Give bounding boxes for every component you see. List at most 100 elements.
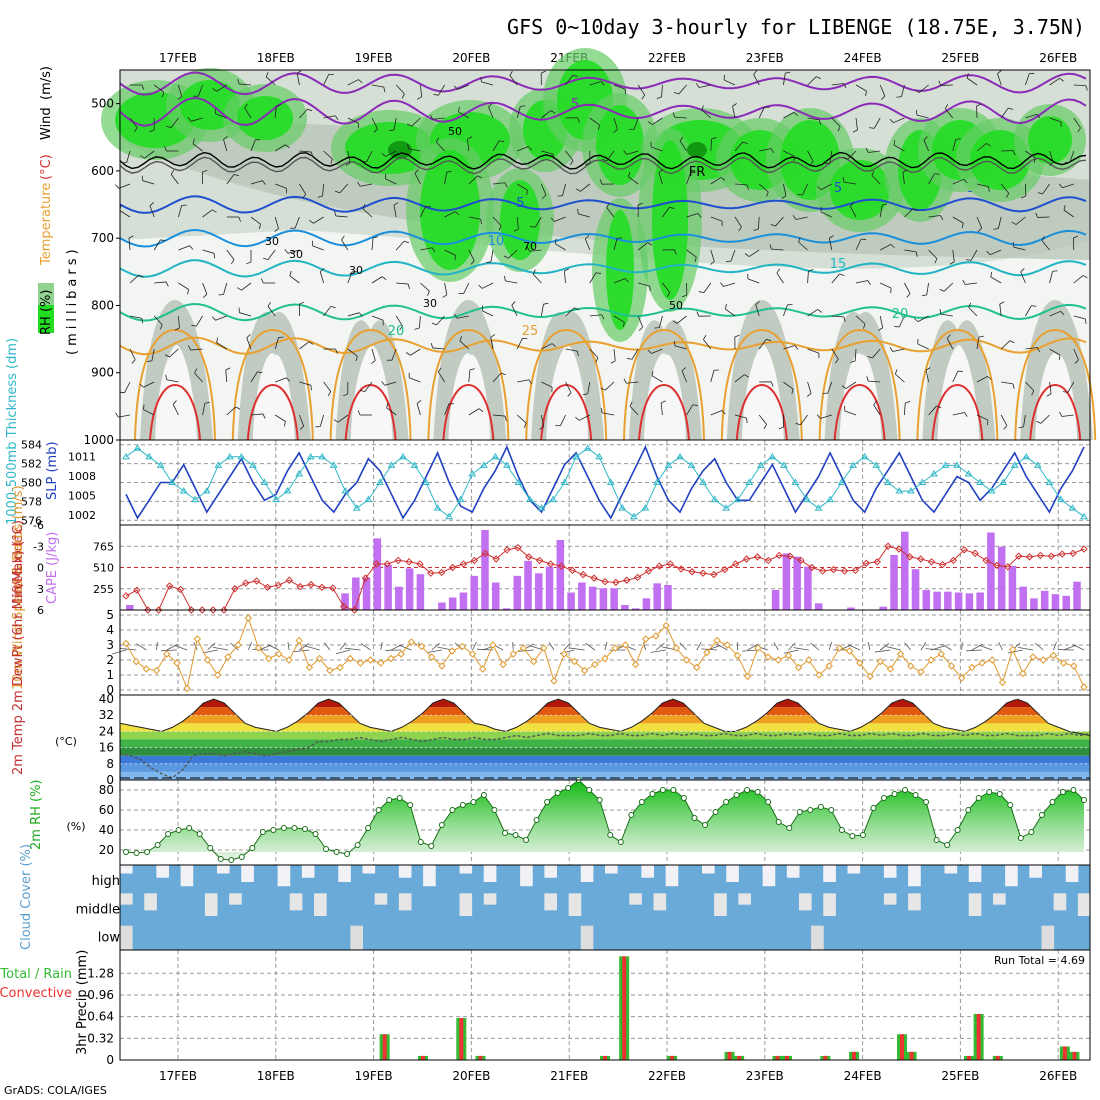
wind-barb <box>997 216 1002 229</box>
wind-barb-feather <box>795 423 801 426</box>
wind-barb <box>299 381 312 386</box>
wind-barb <box>783 304 788 317</box>
wind-barb-feather <box>541 70 546 74</box>
wind-marker <box>723 641 732 649</box>
wind-barb <box>371 117 378 129</box>
wind-barb-feather <box>806 393 812 397</box>
surface-barb <box>398 644 412 651</box>
wind-marker <box>927 656 935 664</box>
cape-bar <box>922 590 931 610</box>
wind-barb <box>241 282 252 291</box>
rh-marker <box>554 790 561 796</box>
wind-barb-feather <box>1063 205 1066 211</box>
wind-barb <box>1000 183 1010 194</box>
thickness-marker <box>1033 461 1042 468</box>
thickness-tick: 578 <box>21 495 42 508</box>
rh-marker <box>533 817 540 823</box>
wind-marker <box>896 650 905 658</box>
wind-barb <box>299 183 307 195</box>
rh-tick: 80 <box>99 783 114 797</box>
rh-marker <box>712 809 719 815</box>
thickness-marker <box>225 452 234 460</box>
wind-barb-feather <box>724 304 727 310</box>
li-marker <box>938 560 947 569</box>
surface-barb <box>212 646 228 651</box>
wind-barb-feather <box>697 213 702 218</box>
thickness-marker <box>445 512 454 520</box>
wind-barb-feather <box>977 227 982 232</box>
wind-barb <box>658 172 663 185</box>
rh-contour-label: 30 <box>423 297 437 310</box>
surface-barb <box>299 643 310 651</box>
wind-barb-feather <box>162 92 165 98</box>
cloud-gap-high <box>120 865 133 874</box>
wind-barb <box>902 172 905 185</box>
cloud-gap-high <box>908 865 921 887</box>
wind-barb <box>216 342 228 350</box>
rh-marker <box>249 845 256 851</box>
thickness-marker <box>214 461 223 468</box>
cape-li-grid <box>120 525 1090 610</box>
cloud-gap-high <box>544 865 557 878</box>
cape-bar <box>642 598 651 610</box>
surface-barb <box>773 642 779 651</box>
wind-barb <box>976 143 987 152</box>
wind-barb <box>686 213 699 218</box>
wind-barb <box>783 112 795 119</box>
wind-barb-feather <box>504 275 506 281</box>
wind-barb <box>541 150 554 155</box>
thickness-marker <box>468 469 477 477</box>
wind-barb <box>153 84 165 93</box>
wind-barb-feather <box>623 150 628 155</box>
wind-barb <box>904 249 917 253</box>
wind-barb-feather <box>192 138 195 144</box>
wind-barb-feather <box>940 215 944 221</box>
li-marker <box>949 556 958 565</box>
wind-barb <box>420 84 423 97</box>
thickness-marker <box>941 461 950 468</box>
wind-barb-feather <box>692 404 698 406</box>
li-marker <box>644 567 653 575</box>
cape-bar <box>524 560 532 610</box>
wind-barb-feather <box>274 228 279 232</box>
rh-marker <box>344 851 351 857</box>
wind-barb-feather <box>407 143 409 149</box>
rh-marker <box>744 787 751 793</box>
surface-barb <box>548 642 555 651</box>
wind-barb-feather <box>430 343 434 349</box>
wind-barb <box>347 348 358 357</box>
cloud-gap-high <box>1065 865 1079 882</box>
wind-barb <box>438 84 445 96</box>
wind-barb-feather <box>1031 390 1035 396</box>
wind-barb <box>855 280 868 284</box>
cloud-gap-high <box>883 865 897 878</box>
surface-barb <box>339 642 347 651</box>
rh-marker <box>891 791 898 797</box>
surface-barb <box>886 646 901 651</box>
surface-barb <box>716 643 728 651</box>
wind-barb <box>395 84 405 95</box>
surface-barb <box>904 642 912 651</box>
wind-barb <box>1000 107 1009 119</box>
wind-barb <box>783 345 795 350</box>
thickness-marker <box>514 478 523 485</box>
wind-barb <box>323 381 332 392</box>
slp-tick: 1005 <box>68 490 96 503</box>
thickness-marker <box>883 478 892 485</box>
wind-barb <box>444 282 448 295</box>
precip-tick: 0 <box>106 1053 114 1067</box>
wind-barb-feather <box>873 400 877 406</box>
thickness-marker <box>352 504 361 511</box>
wind-marker <box>886 665 895 673</box>
rh-shading <box>101 48 1094 440</box>
rh-marker <box>459 802 466 808</box>
warm-contour <box>329 328 412 441</box>
thickness-marker <box>860 452 869 460</box>
li-marker <box>1080 545 1088 553</box>
cape-bar <box>664 585 672 610</box>
wind-barb-feather <box>599 179 603 185</box>
wind-barb <box>299 150 312 153</box>
wind-barb-feather <box>628 172 631 178</box>
wind-barb <box>239 312 252 317</box>
